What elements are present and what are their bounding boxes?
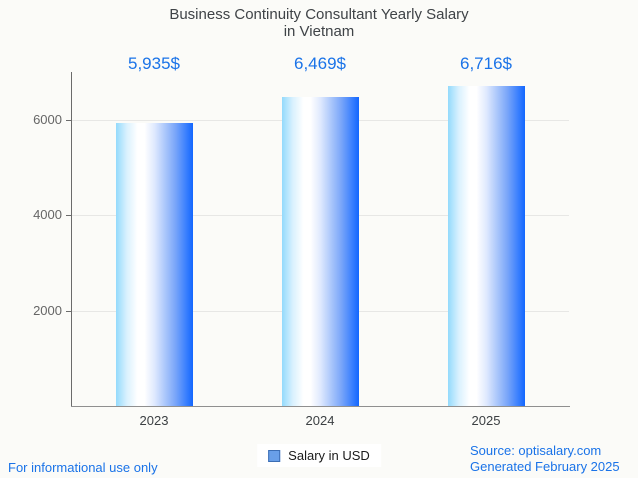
y-tick-label-2000: 2000: [33, 302, 62, 318]
chart-title-line2: in Vietnam: [283, 23, 355, 40]
legend-swatch-icon: [268, 449, 281, 462]
generated-text: Generated February 2025: [470, 459, 620, 474]
y-tickmark-2000: [66, 310, 71, 312]
source-text: Source: optisalary.com: [470, 443, 602, 458]
bar-2024: [281, 97, 359, 406]
y-tickmark-4000: [66, 215, 71, 217]
chart-title: Business Continuity Consultant Yearly Sa…: [0, 6, 638, 40]
bar-2025: [447, 85, 525, 406]
x-axis-line: [71, 406, 570, 407]
source-block: Source: optisalary.com Generated Februar…: [470, 443, 620, 475]
x-tick-label-2025: 2025: [471, 413, 501, 428]
x-tick-label-2023: 2023: [139, 413, 169, 428]
x-tick-label-2024: 2024: [305, 413, 335, 428]
y-tick-label-6000: 6000: [33, 111, 62, 127]
y-tickmark-6000: [66, 119, 71, 121]
value-label-2023: 5,935$: [128, 54, 180, 73]
legend: Salary in USD: [257, 444, 381, 467]
y-axis-line: [71, 72, 72, 406]
y-tick-label-4000: 4000: [33, 207, 62, 223]
bar-2023: [115, 122, 193, 406]
value-label-2025: 6,716$: [460, 54, 512, 73]
disclaimer-text: For informational use only: [8, 460, 158, 475]
value-label-2024: 6,469$: [294, 54, 346, 73]
legend-label: Salary in USD: [288, 448, 370, 463]
chart-title-line1: Business Continuity Consultant Yearly Sa…: [169, 6, 469, 23]
